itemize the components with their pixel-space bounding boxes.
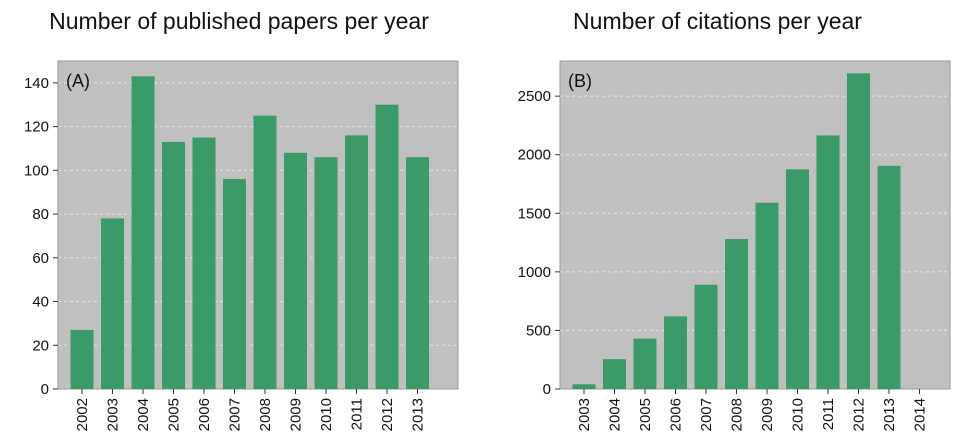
bar bbox=[101, 218, 124, 389]
x-tick-label: 2008 bbox=[729, 398, 746, 431]
x-tick-label: 2012 bbox=[379, 398, 396, 431]
y-tick-label: 2500 bbox=[518, 88, 551, 105]
y-tick-label: 100 bbox=[24, 162, 49, 179]
x-tick-label: 2005 bbox=[166, 398, 183, 431]
x-tick-label: 2014 bbox=[912, 398, 929, 431]
y-tick-label: 0 bbox=[41, 381, 49, 398]
x-tick-label: 2011 bbox=[349, 398, 366, 430]
x-tick-label: 2007 bbox=[227, 398, 244, 431]
y-tick-label: 40 bbox=[32, 294, 49, 311]
x-tick-label: 2013 bbox=[881, 398, 898, 431]
bar bbox=[786, 169, 809, 389]
bar-chart-citations: 0 500 1000 1500 2000 2500 2003 2004 2005 2006 2007… bbox=[518, 60, 951, 431]
bar bbox=[603, 359, 626, 389]
bar bbox=[633, 338, 657, 389]
y-tick-label: 1500 bbox=[518, 205, 551, 222]
bar bbox=[70, 329, 94, 389]
y-tick-label: 20 bbox=[32, 337, 49, 354]
bar bbox=[162, 141, 185, 389]
y-tick-label: 0 bbox=[543, 381, 551, 398]
x-tick-label: 2007 bbox=[698, 398, 715, 431]
bar bbox=[284, 152, 307, 389]
x-tick-label: 2006 bbox=[196, 398, 213, 431]
y-tick-label: 1000 bbox=[518, 264, 551, 281]
y-tick-label: 140 bbox=[24, 75, 49, 92]
panel-label: (A) bbox=[66, 71, 90, 91]
bar bbox=[223, 179, 246, 389]
bar bbox=[572, 384, 596, 389]
x-tick-label: 2004 bbox=[607, 398, 624, 431]
x-tick-label: 2009 bbox=[759, 398, 776, 431]
x-tick-label: 2004 bbox=[135, 398, 152, 431]
panel-label: (B) bbox=[568, 71, 592, 91]
y-tick-label: 2000 bbox=[518, 147, 551, 164]
x-tick-label: 2009 bbox=[288, 398, 305, 431]
y-tick-label: 80 bbox=[32, 206, 49, 223]
bar bbox=[345, 135, 368, 389]
y-tick-label: 500 bbox=[526, 322, 551, 339]
bar bbox=[375, 104, 399, 389]
bar bbox=[725, 239, 748, 389]
x-tick-label: 2003 bbox=[576, 398, 593, 431]
bar bbox=[314, 157, 338, 389]
bar bbox=[755, 202, 779, 389]
bar bbox=[877, 165, 901, 389]
bar bbox=[664, 316, 687, 389]
plot-frame bbox=[559, 60, 951, 390]
bar bbox=[406, 157, 429, 389]
x-tick-label: 2010 bbox=[318, 398, 335, 431]
y-tick-label: 60 bbox=[32, 250, 49, 267]
bar bbox=[694, 284, 718, 389]
chart-panel-a: Number of published papers per year 0 20 4… bbox=[0, 0, 478, 439]
bar bbox=[131, 76, 155, 389]
bar bbox=[253, 115, 277, 390]
x-tick-label: 2002 bbox=[74, 398, 91, 431]
bar bbox=[847, 73, 870, 390]
x-tick-label: 2003 bbox=[105, 398, 122, 431]
y-tick-label: 120 bbox=[24, 119, 49, 136]
x-tick-label: 2012 bbox=[851, 398, 868, 431]
chart-panel-b: Number of citations per year 0 500 1000 150… bbox=[478, 0, 957, 439]
x-tick-label: 2010 bbox=[790, 398, 807, 431]
bar bbox=[816, 135, 840, 389]
bar-chart-papers: 0 20 40 60 80 100 120 140 2002 2003 2004 2005 2006 20… bbox=[24, 60, 459, 431]
chart-title: Number of published papers per year bbox=[49, 8, 429, 34]
x-tick-label: 2011 bbox=[820, 398, 837, 430]
x-tick-label: 2006 bbox=[668, 398, 685, 431]
bar bbox=[192, 137, 216, 389]
x-tick-label: 2005 bbox=[637, 398, 654, 431]
x-tick-label: 2013 bbox=[410, 398, 427, 431]
chart-title: Number of citations per year bbox=[573, 8, 862, 34]
x-tick-label: 2008 bbox=[257, 398, 274, 431]
